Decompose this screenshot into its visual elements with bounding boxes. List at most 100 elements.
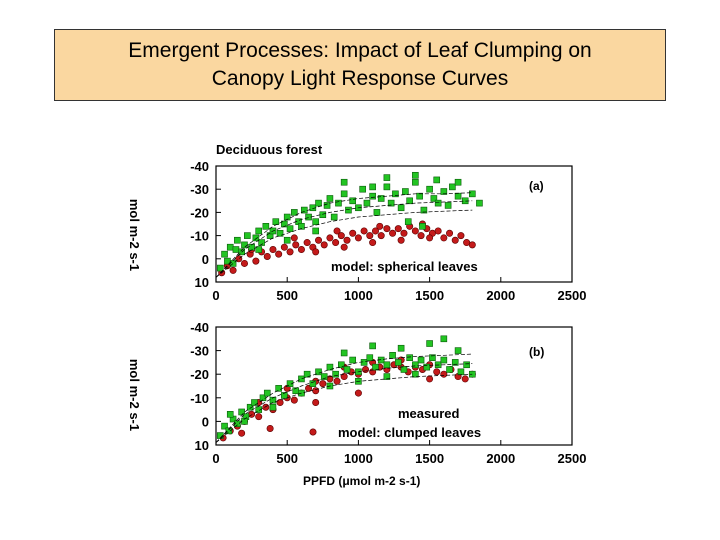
measured-point-a bbox=[326, 234, 334, 242]
x-tick-label-b: 2500 bbox=[558, 451, 587, 466]
y-tick-label-a: -20 bbox=[190, 205, 209, 220]
measured-point-a bbox=[333, 227, 341, 235]
model-point-a bbox=[426, 185, 433, 193]
model-point-a bbox=[291, 209, 298, 216]
model-point-b bbox=[309, 380, 317, 387]
model-point-a bbox=[469, 190, 476, 198]
model-point-b bbox=[412, 361, 419, 369]
legend-a-background bbox=[382, 260, 542, 274]
measured-point-a bbox=[332, 239, 340, 247]
measured-point-a bbox=[280, 243, 288, 251]
model-point-b bbox=[255, 406, 263, 413]
y-tick-label-a: -40 bbox=[190, 159, 209, 174]
measured-point-b bbox=[266, 424, 274, 432]
model-point-a bbox=[281, 220, 288, 228]
model-point-a bbox=[392, 190, 399, 198]
model-point-b bbox=[320, 373, 328, 380]
model-curve-a bbox=[215, 200, 473, 278]
model-point-a bbox=[440, 188, 448, 195]
model-point-a bbox=[454, 178, 462, 186]
y-tick-label-a: -10 bbox=[190, 229, 209, 244]
model-point-a bbox=[340, 178, 348, 186]
model-point-a bbox=[449, 183, 456, 191]
model-point-a bbox=[340, 190, 348, 198]
model-point-a bbox=[419, 223, 426, 230]
model-point-b bbox=[349, 356, 357, 364]
model-curve-a bbox=[215, 209, 473, 278]
x-tick-label-b: 1000 bbox=[344, 451, 373, 466]
model-point-b bbox=[383, 373, 391, 380]
model-point-a bbox=[312, 227, 319, 235]
measured-point-b bbox=[276, 399, 284, 407]
measured-point-a bbox=[252, 257, 260, 265]
measured-point-a bbox=[451, 236, 459, 244]
y-axis-label-a: mol m-2 s-1 bbox=[127, 199, 142, 271]
model-point-b bbox=[429, 354, 436, 361]
x-tick-label-a: 500 bbox=[276, 288, 298, 303]
model-point-a bbox=[226, 243, 234, 251]
measured-point-b bbox=[354, 389, 362, 397]
slide-title-line-2: Canopy Light Response Curves bbox=[211, 67, 509, 90]
y-tick-label-a: 10 bbox=[195, 275, 209, 290]
model-point-a bbox=[252, 234, 260, 242]
model-point-b bbox=[360, 359, 368, 366]
model-point-b bbox=[426, 340, 433, 347]
model-curve-b bbox=[215, 373, 473, 443]
model-point-a bbox=[221, 250, 228, 258]
model-point-a bbox=[444, 202, 452, 209]
model-point-b bbox=[397, 344, 405, 352]
model-point-a bbox=[430, 195, 438, 202]
model-point-a bbox=[433, 176, 441, 184]
model-point-b bbox=[454, 347, 462, 354]
model-point-b bbox=[343, 366, 351, 373]
measured-point-a bbox=[457, 232, 465, 240]
y-tick-label-b: 0 bbox=[202, 414, 209, 429]
model-point-b bbox=[469, 370, 476, 378]
model-point-b bbox=[216, 432, 224, 439]
x-tick-label-b: 0 bbox=[212, 451, 219, 466]
model-point-b bbox=[394, 359, 402, 366]
measured-point-a bbox=[376, 222, 384, 230]
x-tick-label-a: 1000 bbox=[344, 288, 373, 303]
measured-point-a bbox=[411, 227, 419, 235]
measured-point-a bbox=[354, 234, 362, 242]
model-point-a bbox=[369, 183, 376, 191]
measured-point-a bbox=[377, 232, 385, 240]
model-point-a bbox=[276, 229, 284, 237]
model-point-a bbox=[369, 192, 376, 200]
y-tick-label-a: 0 bbox=[202, 252, 209, 267]
model-point-b bbox=[251, 399, 258, 406]
figure-title: Deciduous forest bbox=[216, 142, 323, 157]
model-point-b bbox=[225, 427, 233, 435]
model-point-b bbox=[275, 385, 282, 392]
model-point-b bbox=[269, 403, 277, 411]
model-point-a bbox=[345, 206, 352, 214]
model-point-a bbox=[387, 199, 395, 207]
measured-point-b bbox=[426, 375, 434, 383]
measured-point-b bbox=[262, 403, 270, 411]
measured-point-b bbox=[238, 429, 246, 437]
model-point-b bbox=[446, 366, 453, 373]
model-point-b bbox=[372, 363, 379, 371]
legend-b-model-label: model: clumped leaves bbox=[338, 425, 481, 440]
model-point-a bbox=[300, 206, 308, 214]
measured-point-a bbox=[349, 229, 357, 237]
plot-a-frame bbox=[215, 165, 573, 283]
measured-point-a bbox=[417, 232, 425, 240]
model-point-a bbox=[402, 188, 409, 195]
x-tick-label-a: 2500 bbox=[558, 288, 587, 303]
legend-b-background bbox=[380, 407, 530, 437]
model-point-b bbox=[315, 368, 322, 376]
model-point-b bbox=[417, 356, 425, 364]
measured-point-a bbox=[446, 229, 454, 237]
model-point-a bbox=[406, 197, 413, 205]
measured-point-a bbox=[394, 225, 402, 233]
y-axis-label-b: mol m-2 s-1 bbox=[127, 359, 142, 431]
measured-point-a bbox=[286, 248, 294, 256]
measured-point-a bbox=[366, 232, 374, 240]
model-point-a bbox=[377, 195, 385, 202]
model-point-a bbox=[258, 239, 265, 246]
measured-point-a bbox=[292, 241, 300, 249]
